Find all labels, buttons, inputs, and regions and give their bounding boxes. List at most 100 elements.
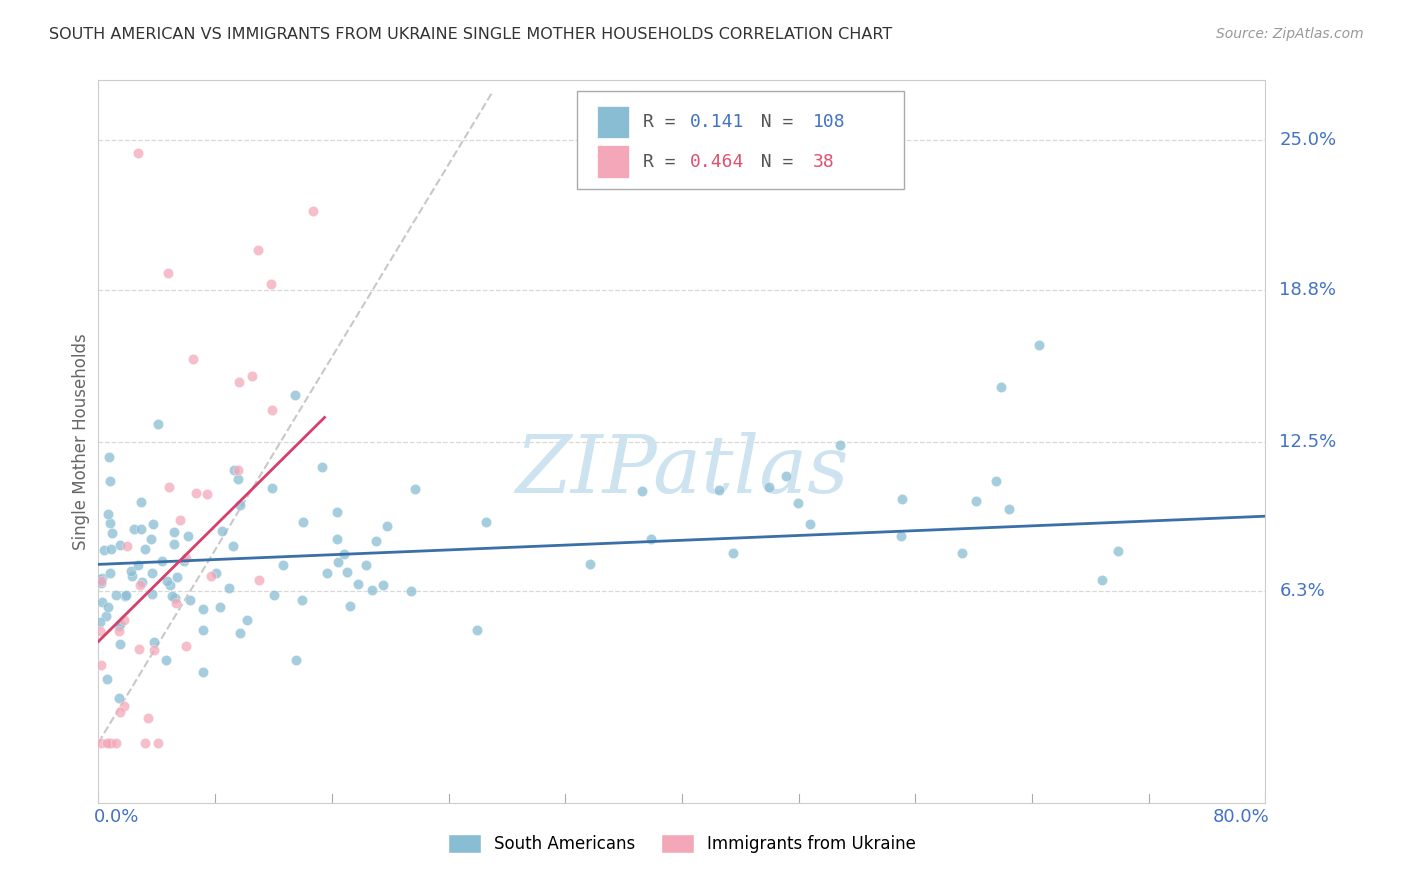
Point xyxy=(96,672,118,686)
Point xyxy=(191,665,214,680)
Point xyxy=(101,525,124,540)
Point xyxy=(120,565,142,579)
Point xyxy=(986,474,1008,488)
Point xyxy=(159,578,181,592)
Point xyxy=(240,368,263,383)
Point xyxy=(326,505,349,519)
Point xyxy=(146,735,169,749)
Point xyxy=(90,574,112,589)
Point xyxy=(191,623,214,637)
Point xyxy=(475,515,498,529)
Point xyxy=(157,480,180,494)
Point xyxy=(758,480,780,494)
Point xyxy=(209,600,232,615)
Point xyxy=(263,588,285,602)
Point xyxy=(165,591,187,606)
Text: N =: N = xyxy=(740,113,804,131)
Point xyxy=(333,547,356,561)
Text: 0.464: 0.464 xyxy=(690,153,744,171)
Point xyxy=(100,541,122,556)
Text: R =: R = xyxy=(644,153,688,171)
Point xyxy=(100,735,122,749)
Point xyxy=(229,498,252,512)
Point xyxy=(775,469,797,483)
Point xyxy=(90,575,112,590)
Point xyxy=(155,653,177,667)
Point xyxy=(163,524,186,539)
Point xyxy=(98,450,121,465)
Text: ZIPatlas: ZIPatlas xyxy=(515,432,849,509)
Point xyxy=(965,493,987,508)
Point xyxy=(640,532,662,546)
Point xyxy=(465,623,488,637)
Point xyxy=(631,484,654,499)
Text: SOUTH AMERICAN VS IMMIGRANTS FROM UKRAINE SINGLE MOTHER HOUSEHOLDS CORRELATION C: SOUTH AMERICAN VS IMMIGRANTS FROM UKRAIN… xyxy=(49,27,893,42)
Point xyxy=(229,626,252,640)
Point xyxy=(260,481,283,495)
Point xyxy=(174,639,197,653)
Point xyxy=(114,588,136,602)
Bar xyxy=(596,145,630,178)
Point xyxy=(108,624,131,638)
Text: 108: 108 xyxy=(813,113,845,131)
Point xyxy=(246,244,269,258)
Point xyxy=(226,463,249,477)
Point xyxy=(89,624,111,639)
Point xyxy=(204,566,226,581)
Point xyxy=(787,496,810,510)
Point xyxy=(141,587,163,601)
Point xyxy=(211,524,233,539)
Point xyxy=(97,508,120,522)
Point xyxy=(142,516,165,531)
Point xyxy=(1091,573,1114,587)
Point xyxy=(218,582,240,596)
Point xyxy=(136,711,159,725)
Point xyxy=(799,516,821,531)
Point xyxy=(146,417,169,431)
Point xyxy=(326,532,349,546)
Point xyxy=(174,551,197,566)
Text: 18.8%: 18.8% xyxy=(1279,281,1336,299)
Point xyxy=(195,487,218,501)
Point xyxy=(163,536,186,550)
Point xyxy=(150,554,173,568)
Point xyxy=(108,616,131,631)
Point xyxy=(114,590,136,604)
Point xyxy=(371,577,394,591)
Text: 38: 38 xyxy=(813,153,834,171)
Point xyxy=(990,379,1012,393)
Point xyxy=(104,588,127,602)
Point xyxy=(160,589,183,603)
Point xyxy=(222,539,245,553)
Text: 6.3%: 6.3% xyxy=(1279,582,1324,599)
Point xyxy=(1107,544,1129,558)
Point xyxy=(110,538,132,552)
Point xyxy=(134,541,156,556)
Point xyxy=(165,595,187,609)
Point xyxy=(339,599,361,614)
Point xyxy=(166,569,188,583)
Point xyxy=(997,502,1019,516)
Point xyxy=(90,735,112,749)
Point xyxy=(236,613,259,627)
Point xyxy=(169,512,191,526)
Point xyxy=(273,558,295,572)
Point xyxy=(127,558,149,572)
Point xyxy=(285,653,308,667)
Point xyxy=(1028,338,1050,352)
Point xyxy=(98,735,121,749)
Point xyxy=(302,204,325,219)
Point xyxy=(104,735,127,749)
Text: 0.141: 0.141 xyxy=(690,113,744,131)
Point xyxy=(110,705,132,719)
Text: 80.0%: 80.0% xyxy=(1213,807,1270,826)
Point xyxy=(361,582,384,597)
Point xyxy=(156,574,179,589)
Point xyxy=(177,529,200,543)
Point xyxy=(129,522,152,536)
Point xyxy=(97,600,120,615)
Point xyxy=(127,145,149,160)
Point xyxy=(108,637,131,651)
Point xyxy=(107,619,129,633)
Point xyxy=(399,583,422,598)
